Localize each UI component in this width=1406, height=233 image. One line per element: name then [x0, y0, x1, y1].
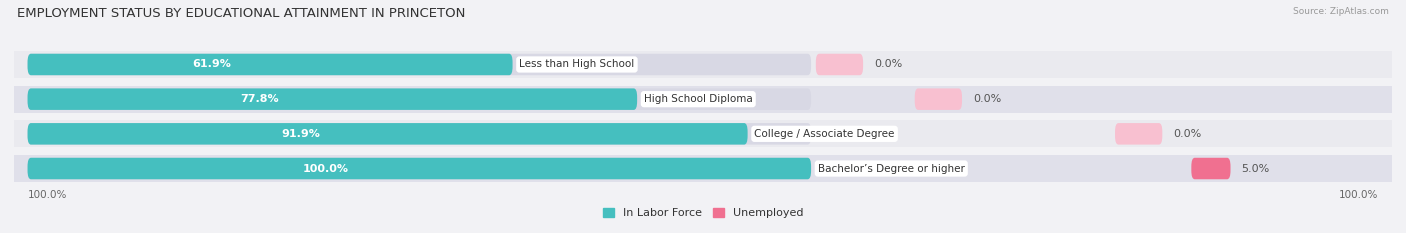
- Text: EMPLOYMENT STATUS BY EDUCATIONAL ATTAINMENT IN PRINCETON: EMPLOYMENT STATUS BY EDUCATIONAL ATTAINM…: [17, 7, 465, 20]
- Text: 91.9%: 91.9%: [281, 129, 321, 139]
- FancyBboxPatch shape: [815, 54, 863, 75]
- FancyBboxPatch shape: [28, 123, 748, 145]
- Text: Bachelor’s Degree or higher: Bachelor’s Degree or higher: [818, 164, 965, 174]
- Text: High School Diploma: High School Diploma: [644, 94, 752, 104]
- FancyBboxPatch shape: [1191, 158, 1230, 179]
- Text: Less than High School: Less than High School: [519, 59, 634, 69]
- Text: College / Associate Degree: College / Associate Degree: [755, 129, 894, 139]
- FancyBboxPatch shape: [28, 158, 811, 179]
- FancyBboxPatch shape: [28, 54, 811, 75]
- FancyBboxPatch shape: [28, 158, 811, 179]
- Text: 77.8%: 77.8%: [240, 94, 278, 104]
- Text: 61.9%: 61.9%: [193, 59, 232, 69]
- FancyBboxPatch shape: [28, 88, 637, 110]
- Text: 100.0%: 100.0%: [302, 164, 349, 174]
- Text: 0.0%: 0.0%: [973, 94, 1001, 104]
- FancyBboxPatch shape: [0, 155, 1406, 182]
- FancyBboxPatch shape: [1115, 123, 1163, 145]
- Text: 100.0%: 100.0%: [28, 190, 67, 200]
- FancyBboxPatch shape: [0, 120, 1406, 147]
- Text: Source: ZipAtlas.com: Source: ZipAtlas.com: [1294, 7, 1389, 16]
- FancyBboxPatch shape: [0, 86, 1406, 113]
- Text: 0.0%: 0.0%: [1173, 129, 1201, 139]
- FancyBboxPatch shape: [28, 88, 811, 110]
- Text: 0.0%: 0.0%: [875, 59, 903, 69]
- FancyBboxPatch shape: [28, 123, 811, 145]
- FancyBboxPatch shape: [0, 51, 1406, 78]
- Legend: In Labor Force, Unemployed: In Labor Force, Unemployed: [603, 208, 803, 218]
- Text: 100.0%: 100.0%: [1339, 190, 1378, 200]
- Text: 5.0%: 5.0%: [1241, 164, 1270, 174]
- FancyBboxPatch shape: [28, 54, 513, 75]
- FancyBboxPatch shape: [915, 88, 962, 110]
